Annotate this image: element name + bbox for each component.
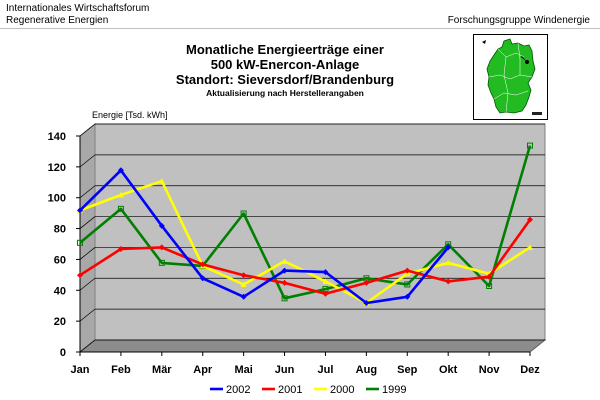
legend-label-2000: 2000: [330, 384, 354, 396]
chart-subtitle: Aktualisierung nach Herstellerangaben: [206, 88, 364, 98]
point-1999: [527, 142, 533, 149]
chart-title-line-1: Monatliche Energieerträge einer: [186, 42, 384, 57]
point-2002: [322, 269, 329, 276]
point-2000: [322, 278, 329, 284]
y-tick-label: 100: [48, 193, 66, 205]
point-2002: [240, 293, 247, 300]
point-2000: [240, 281, 247, 287]
plot-back-wall: [94, 123, 546, 341]
gridline-side: [79, 308, 96, 322]
point-2002: [404, 293, 411, 300]
forum-name: Internationales Wirtschaftsforum: [6, 3, 150, 14]
gridline-side: [79, 154, 96, 168]
series-line-2002: [79, 169, 450, 305]
forum-subtitle: Regenerative Energien: [6, 15, 109, 26]
point-2002: [363, 299, 370, 306]
x-tick-label: Jun: [275, 364, 295, 376]
y-tick-label: 120: [48, 162, 66, 174]
point-2000: [117, 191, 124, 198]
y-tick-label: 20: [54, 316, 66, 328]
gridline-side: [79, 278, 96, 291]
germany-location-map: [473, 34, 548, 120]
point-2001: [404, 267, 411, 274]
y-tick-label: 40: [54, 285, 66, 297]
point-1999: [158, 259, 165, 266]
series-line-2001: [79, 218, 532, 295]
x-tick-label: Sep: [397, 364, 417, 376]
point-2000: [445, 259, 452, 266]
point-2000: [527, 244, 533, 250]
point-2001: [281, 279, 288, 286]
x-tick-label: Okt: [439, 364, 458, 376]
gridline-side: [79, 247, 96, 260]
point-2002: [281, 267, 288, 274]
chart-title-line-2: 500 kW-Enercon-Anlage: [210, 57, 360, 72]
point-2001: [486, 273, 493, 280]
point-2001: [77, 272, 83, 279]
germany-map-icon: [482, 38, 542, 115]
chart-title-block: Monatliche Energieerträge einer 500 kW-E…: [150, 42, 420, 98]
x-tick-label: Jul: [318, 364, 334, 376]
chart-title-line-3: Standort: Sieversdorf/Brandenburg: [175, 72, 395, 87]
plot-floor: [78, 339, 547, 353]
point-1999: [404, 281, 411, 288]
gridline-side: [79, 185, 96, 198]
x-tick-label: Apr: [193, 364, 213, 376]
x-tick-label: Mai: [234, 364, 252, 376]
point-1999: [486, 283, 493, 289]
point-2001: [199, 261, 206, 268]
point-2001: [240, 272, 247, 279]
header-divider: [0, 28, 600, 29]
point-2001: [363, 279, 370, 286]
x-tick-label: Nov: [479, 364, 501, 376]
legend-label-2002: 2002: [226, 384, 250, 396]
legend: 2002 2001 2000 1999: [210, 384, 406, 396]
gridline-side: [79, 216, 96, 229]
point-2001: [527, 216, 533, 223]
point-2002: [158, 222, 165, 229]
y-tick-label: 60: [54, 254, 66, 266]
point-2002: [117, 167, 124, 174]
legend-label-1999: 1999: [382, 384, 406, 396]
gridline-side: [79, 123, 96, 137]
x-tick-label: Jan: [71, 364, 90, 376]
point-2000: [281, 258, 288, 264]
point-1999: [240, 210, 247, 217]
point-2002: [445, 244, 452, 251]
point-2002: [77, 207, 83, 214]
point-2002: [199, 275, 206, 282]
x-tick-label: Aug: [356, 364, 377, 376]
point-2001: [445, 278, 452, 285]
series-line-1999: [79, 145, 532, 300]
research-group: Forschungsgruppe Windenergie: [447, 15, 590, 26]
y-tick-label: 0: [60, 347, 66, 359]
point-2001: [158, 244, 165, 251]
legend-label-2001: 2001: [278, 384, 302, 396]
x-tick-label: Dez: [520, 364, 540, 376]
point-1999: [281, 295, 288, 302]
x-tick-label: Mär: [152, 364, 172, 376]
y-tick-label: 140: [48, 131, 66, 143]
y-axis-label: Energie [Tsd. kWh]: [92, 110, 168, 120]
point-1999: [77, 239, 83, 246]
y-tick-label: 80: [54, 224, 66, 236]
point-2000: [158, 178, 165, 184]
gridline-side: [79, 339, 96, 353]
point-1999: [117, 205, 124, 212]
header-left: Internationales Wirtschaftsforum Regener…: [6, 3, 149, 27]
x-tick-label: Feb: [111, 364, 131, 376]
point-2001: [117, 245, 124, 252]
point-2001: [322, 290, 329, 297]
